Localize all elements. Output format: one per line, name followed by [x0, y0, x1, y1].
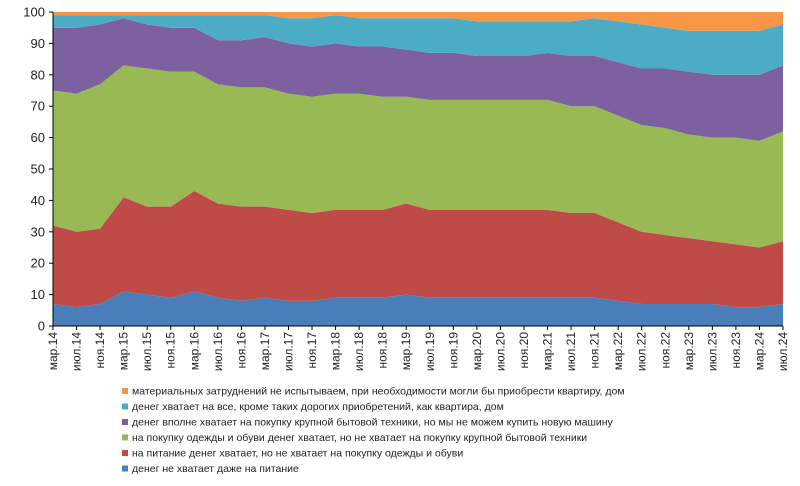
x-tick-label: мар.19: [399, 332, 413, 371]
area-series-5: [53, 15, 783, 75]
x-tick-label: июл.20: [493, 332, 507, 371]
x-tick-label: ноя.16: [234, 332, 248, 369]
legend-label: на питание денег хватает, но не хватает …: [132, 448, 463, 460]
y-tick-label: 80: [31, 67, 45, 82]
x-tick-label: мар.15: [117, 332, 131, 371]
y-axis-ticks: 0 10 20 30 40 50 60 70 80 90 100: [23, 5, 53, 334]
y-tick-label: 90: [31, 36, 45, 51]
y-tick-label: 0: [38, 319, 45, 334]
legend-label: материальных затруднений не испытываем, …: [132, 386, 625, 398]
x-tick-label: мар.22: [611, 332, 625, 371]
x-tick-label: ноя.19: [446, 332, 460, 369]
x-tick-label: июл.23: [705, 332, 719, 371]
x-tick-label: июл.18: [352, 332, 366, 371]
y-tick-label: 20: [31, 256, 45, 271]
y-tick-label: 30: [31, 224, 45, 239]
x-tick-label: ноя.23: [729, 332, 743, 369]
x-tick-label: июл.16: [211, 332, 225, 371]
legend-swatch: [122, 419, 128, 425]
legend-label: денег не хватает даже на питание: [132, 463, 299, 475]
legend: материальных затруднений не испытываем, …: [122, 386, 625, 475]
area-layers: [53, 12, 783, 326]
legend-label: денег хватает на все, кроме таких дороги…: [132, 401, 504, 413]
x-tick-label: июл.24: [776, 332, 790, 371]
x-tick-label: ноя.21: [588, 332, 602, 369]
x-tick-label: июл.14: [70, 332, 84, 371]
legend-swatch: [122, 465, 128, 472]
x-tick-label: мар.23: [682, 332, 696, 371]
x-tick-label: ноя.14: [93, 332, 107, 369]
area-series-1: [53, 291, 783, 326]
x-tick-label: ноя.20: [517, 332, 531, 369]
legend-label: на покупку одежды и обуви денег хватает,…: [132, 432, 587, 444]
x-tick-label: мар.20: [470, 332, 484, 371]
x-tick-label: ноя.15: [164, 332, 178, 369]
y-tick-label: 10: [31, 287, 45, 302]
y-tick-label: 40: [31, 193, 45, 208]
area-series-3: [53, 65, 783, 248]
area-series-4: [53, 18, 783, 141]
area-series-6: [53, 12, 783, 31]
legend-swatch: [122, 450, 128, 456]
x-tick-label: мар.16: [187, 332, 201, 371]
x-tick-label: июл.17: [281, 332, 295, 371]
x-tick-label: мар.21: [541, 332, 555, 371]
y-tick-label: 100: [23, 5, 45, 20]
legend-swatch: [122, 403, 128, 410]
x-tick-label: ноя.22: [658, 332, 672, 369]
x-tick-label: мар.14: [46, 332, 60, 371]
x-tick-label: мар.24: [752, 332, 766, 371]
legend-swatch: [122, 434, 128, 441]
y-tick-label: 70: [31, 99, 45, 114]
x-tick-label: июл.22: [635, 332, 649, 371]
x-tick-label: июл.21: [564, 332, 578, 371]
x-tick-label: июл.15: [140, 332, 154, 371]
legend-label: денег вполне хватает на покупку крупной …: [132, 417, 614, 429]
x-tick-label: ноя.17: [305, 332, 319, 369]
x-tick-label: ноя.18: [376, 332, 390, 369]
x-tick-label: мар.17: [258, 332, 272, 371]
x-tick-label: мар.18: [329, 332, 343, 371]
x-axis-ticks: мар.14 июл.14 ноя.14 мар.15 июл.15 ноя.15 мар.…: [46, 326, 790, 371]
x-tick-label: июл.19: [423, 332, 437, 371]
legend-swatch: [122, 388, 128, 394]
area-series-2: [53, 190, 783, 308]
y-tick-label: 50: [31, 162, 45, 177]
y-tick-label: 60: [31, 130, 45, 145]
